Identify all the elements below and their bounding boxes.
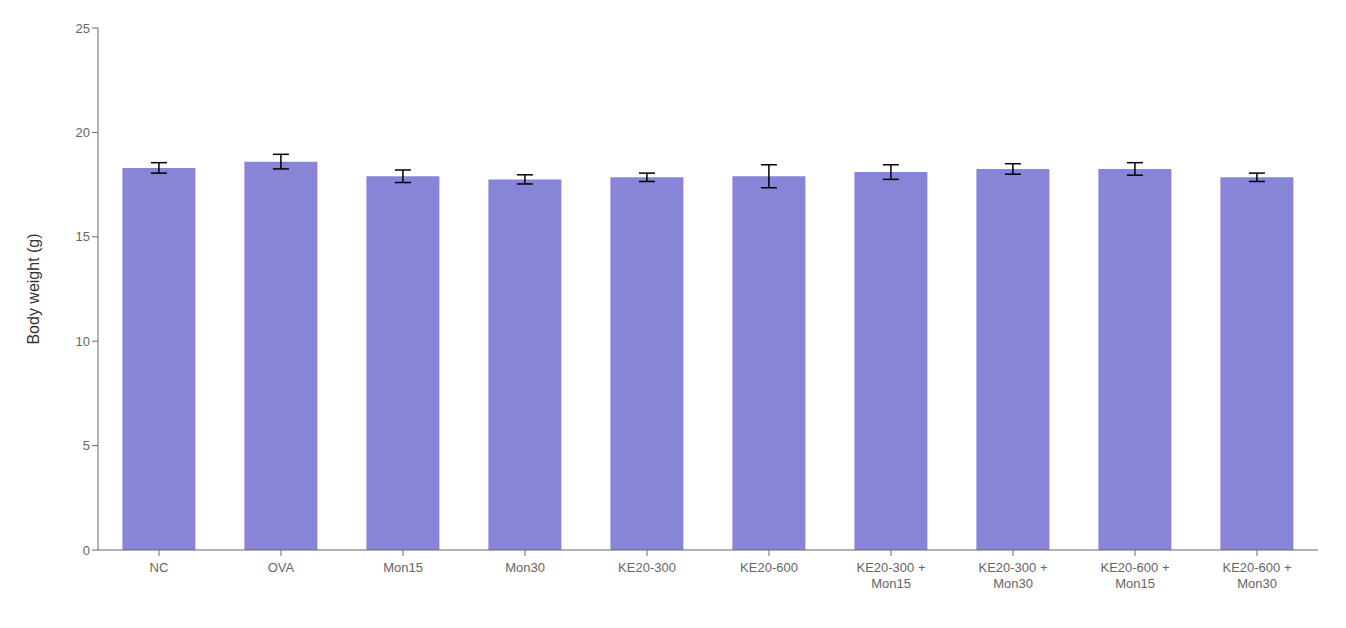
svg-text:Mon15: Mon15: [383, 560, 423, 575]
svg-text:5: 5: [83, 438, 90, 453]
svg-text:NC: NC: [150, 560, 169, 575]
svg-text:10: 10: [76, 334, 90, 349]
svg-text:KE20-600 +Mon15: KE20-600 +Mon15: [1100, 560, 1169, 591]
svg-text:20: 20: [76, 125, 90, 140]
svg-text:KE20-300 +Mon15: KE20-300 +Mon15: [856, 560, 925, 591]
svg-text:15: 15: [76, 229, 90, 244]
svg-text:KE20-600: KE20-600: [740, 560, 798, 575]
svg-text:Body weight (g): Body weight (g): [25, 233, 42, 344]
svg-text:KE20-300 +Mon30: KE20-300 +Mon30: [978, 560, 1047, 591]
svg-text:OVA: OVA: [268, 560, 295, 575]
svg-text:0: 0: [83, 543, 90, 558]
svg-text:25: 25: [76, 21, 90, 36]
svg-text:KE20-300: KE20-300: [618, 560, 676, 575]
svg-text:KE20-600 +Mon30: KE20-600 +Mon30: [1222, 560, 1291, 591]
svg-text:Mon30: Mon30: [505, 560, 545, 575]
